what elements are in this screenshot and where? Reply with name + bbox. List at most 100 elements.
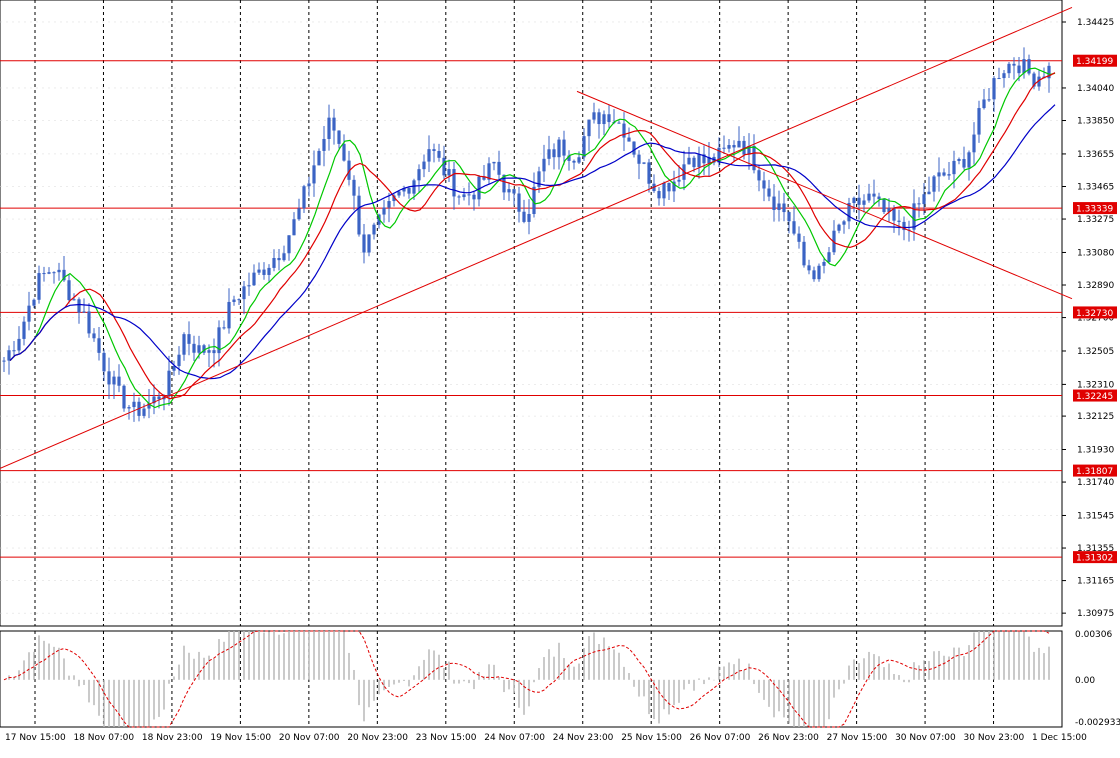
ma-mid-line [9,72,1056,400]
candle-body [952,160,956,175]
candle-body [62,269,66,281]
candle-body [617,122,621,124]
candle-body [607,114,611,123]
candle-body [57,269,61,273]
y-tick-label: 1.31355 [1077,544,1114,554]
candle-body [852,197,856,203]
candle-body [797,233,801,242]
candle-body [527,213,531,222]
x-tick-label: 1 Dec 15:00 [1032,733,1087,743]
candle-body [882,199,886,213]
candle-body [262,269,266,275]
candle-body [247,285,251,287]
candle-body [737,140,741,148]
oscillator-signal-line [3,630,1050,728]
candle-body [647,162,651,184]
candle-body [292,219,296,236]
candle-body [1022,59,1026,74]
candle-body [302,186,306,209]
candle-body [392,195,396,202]
level-label-box [1073,389,1117,402]
x-tick-label: 27 Nov 15:00 [827,733,888,743]
candle-body [702,154,706,164]
level-label: 1.34199 [1076,57,1113,67]
candle-body [422,161,426,170]
candle-body [1037,76,1041,87]
candle-body [1002,73,1006,79]
oscillator-y-tick-label: -0.002933 [1075,718,1120,728]
candle-body [892,208,896,221]
x-tick-label: 24 Nov 07:00 [484,733,545,743]
x-tick-label: 23 Nov 15:00 [416,733,477,743]
candle-body [1032,73,1036,87]
candle-body [147,403,151,409]
x-tick-label: 30 Nov 23:00 [964,733,1025,743]
level-label: 1.32245 [1076,392,1113,402]
candle-body [272,258,276,268]
oscillator-y-tick-label: 0.00 [1075,676,1095,686]
candle-body [67,280,71,301]
trend-line-rising [0,6,1073,469]
candle-body [947,174,951,176]
candle-body [397,191,401,196]
candle-body [802,241,806,266]
candle-body [807,265,811,271]
candle-body [982,99,986,109]
candle-body [72,299,76,301]
candle-body [582,136,586,158]
candle-body [572,160,576,163]
x-tick-label: 18 Nov 23:00 [142,733,203,743]
candle-body [657,191,661,199]
level-label-box [1073,464,1117,477]
candle-body [917,203,921,205]
candle-body [782,203,786,213]
ma-slow-line [9,104,1056,380]
candle-body [512,189,516,194]
candle-body [677,179,681,182]
x-tick-label: 24 Nov 23:00 [553,733,614,743]
candle-body [222,327,226,329]
candle-body [347,160,351,180]
level-label: 1.31302 [1076,554,1113,564]
x-tick-label: 26 Nov 23:00 [758,733,819,743]
candle-body [177,354,181,367]
candle-body [312,165,316,184]
candle-body [267,267,271,275]
candle-body [862,200,866,205]
candle-body [517,193,521,212]
candle-body [552,149,556,158]
candle-body [157,396,161,400]
candle-body [357,195,361,235]
candle-body [32,299,36,306]
y-tick-label: 1.30975 [1077,609,1114,619]
level-label: 1.32730 [1076,309,1113,319]
x-tick-label: 18 Nov 07:00 [73,733,134,743]
candle-body [277,258,281,261]
candle-body [442,157,446,176]
candle-body [967,152,971,168]
candle-body [12,350,16,352]
candle-body [17,338,21,351]
candle-body [672,181,676,192]
oscillator-y-tick-label: 0.00306 [1075,630,1112,640]
candle-body [7,350,11,361]
candle-body [537,171,541,187]
candle-body [97,338,101,353]
candle-body [622,123,626,138]
candle-body [37,273,41,300]
candle-body [457,196,461,198]
candle-body [417,169,421,181]
candle-body [287,235,291,254]
candle-body [42,273,46,275]
candle-body [237,299,241,301]
y-tick-label: 1.33080 [1077,248,1114,258]
candle-body [2,360,6,362]
trend-line-falling [576,90,1073,300]
candle-body [857,197,861,205]
y-tick-label: 1.32310 [1077,380,1114,390]
candle-body [847,202,851,222]
candle-body [902,221,906,231]
candle-body [187,334,191,344]
candle-body [632,141,636,155]
